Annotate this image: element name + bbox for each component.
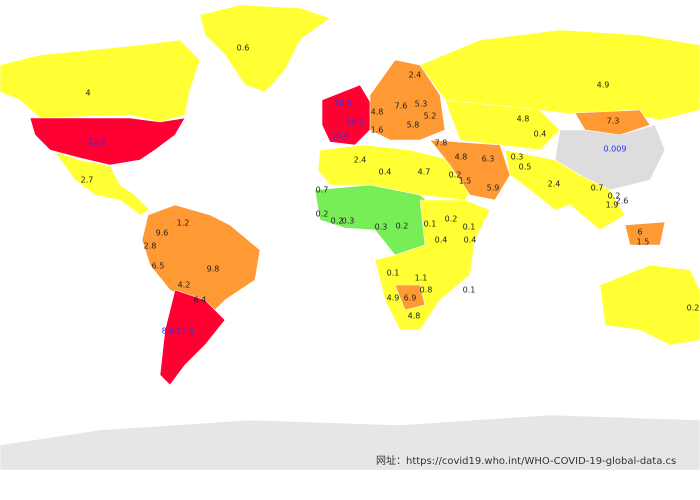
value-label: 5.2 <box>424 112 437 121</box>
value-label: 4.8 <box>455 153 468 162</box>
region <box>429 139 511 201</box>
region <box>321 84 373 146</box>
value-label: 0.2 <box>608 192 621 201</box>
value-label: 4.8 <box>371 108 384 117</box>
value-label: 10.5 <box>334 99 352 108</box>
region <box>0 39 201 123</box>
value-label: 4.8 <box>408 312 421 321</box>
region <box>624 221 666 246</box>
value-label: 4.7 <box>418 168 431 177</box>
value-label: 2.4 <box>409 71 422 80</box>
value-label: 0.4 <box>435 236 448 245</box>
value-label: 1.9 <box>606 201 619 210</box>
value-label: 2.6 <box>616 197 629 206</box>
value-label: 2.8 <box>144 242 157 251</box>
value-label: 10.4 <box>331 132 349 141</box>
region <box>29 117 186 166</box>
value-label: 0.4 <box>379 168 392 177</box>
value-label: 1.5 <box>459 177 472 186</box>
value-label: 9.6 <box>156 229 169 238</box>
value-label: 0.009 <box>604 145 627 154</box>
region <box>394 284 426 311</box>
value-label: 0.4 <box>464 236 477 245</box>
region <box>0 414 700 471</box>
region <box>574 109 651 136</box>
region <box>159 289 226 386</box>
value-label: 0.2 <box>445 215 458 224</box>
region <box>599 264 700 346</box>
value-label: 6.9 <box>404 294 417 303</box>
region <box>54 151 151 216</box>
value-label: 5.3 <box>415 100 428 109</box>
value-label: 0.7 <box>316 186 329 195</box>
value-label: 0.1 <box>424 220 437 229</box>
value-label: 6.3 <box>482 155 495 164</box>
region <box>504 149 626 231</box>
value-label: 6.5 <box>152 262 165 271</box>
value-label: 5.9 <box>487 184 500 193</box>
value-label: 0.1 <box>463 286 476 295</box>
value-label: 2.4 <box>354 156 367 165</box>
value-label: 2.4 <box>548 180 561 189</box>
value-label: 0.1 <box>463 223 476 232</box>
value-label: 7.6 <box>395 102 408 111</box>
value-label: 1.6 <box>371 126 384 135</box>
value-label: 0.2 <box>316 210 329 219</box>
value-label: 6 <box>637 228 642 237</box>
value-label: 8.6 <box>162 327 175 336</box>
value-label: 0.1 <box>387 269 400 278</box>
value-label: 0.2 <box>396 222 409 231</box>
value-label: 1.5 <box>637 238 650 247</box>
value-label: 1.2 <box>177 219 190 228</box>
value-label: 0.7 <box>591 184 604 193</box>
value-label: 4.9 <box>597 81 610 90</box>
value-label: 12.2 <box>88 138 106 147</box>
value-label: 6.4 <box>194 296 207 305</box>
value-label: 0.5 <box>519 163 532 172</box>
value-label: 9.8 <box>207 265 220 274</box>
value-label: 0.3 <box>511 153 524 162</box>
value-label: 0.4 <box>534 130 547 139</box>
value-label: 7.3 <box>607 117 620 126</box>
value-label: 0.3 <box>375 223 388 232</box>
source-note: 网址：https://covid19.who.int/WHO-COVID-19-… <box>376 454 676 467</box>
value-label: 4.9 <box>387 294 400 303</box>
value-label: 5.8 <box>407 121 420 130</box>
value-label: 4.8 <box>517 115 530 124</box>
value-label: 0.8 <box>420 286 433 295</box>
value-label: 1.1 <box>415 274 428 283</box>
value-label: 4.2 <box>178 281 191 290</box>
value-label: 2.7 <box>81 176 94 185</box>
value-label: 0.6 <box>237 44 250 53</box>
value-label: 4 <box>85 89 90 98</box>
value-label: 7.8 <box>435 139 448 148</box>
region <box>141 204 261 321</box>
region <box>199 4 331 93</box>
value-label: 11.5 <box>176 327 194 336</box>
value-label: 0.2 <box>449 171 462 180</box>
region <box>369 59 446 141</box>
value-label: 0.3 <box>342 217 355 226</box>
value-label: 0.2 <box>687 304 700 313</box>
region <box>444 99 561 151</box>
value-label: 0.2 <box>331 217 344 226</box>
value-label: 10.2 <box>346 118 364 127</box>
